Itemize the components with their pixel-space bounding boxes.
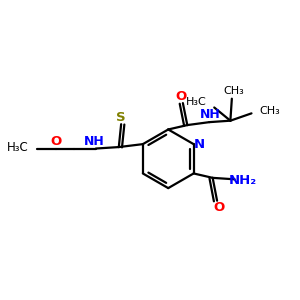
Text: N: N: [193, 138, 205, 151]
Text: CH₃: CH₃: [260, 106, 280, 116]
Text: NH: NH: [84, 135, 105, 148]
Text: H₃C: H₃C: [186, 97, 207, 107]
Text: O: O: [176, 90, 187, 103]
Text: S: S: [116, 111, 126, 124]
Text: O: O: [213, 201, 224, 214]
Text: H₃C: H₃C: [7, 141, 29, 154]
Text: CH₃: CH₃: [223, 86, 244, 96]
Text: NH₂: NH₂: [229, 174, 257, 187]
Text: O: O: [51, 135, 62, 148]
Text: NH: NH: [200, 108, 221, 121]
